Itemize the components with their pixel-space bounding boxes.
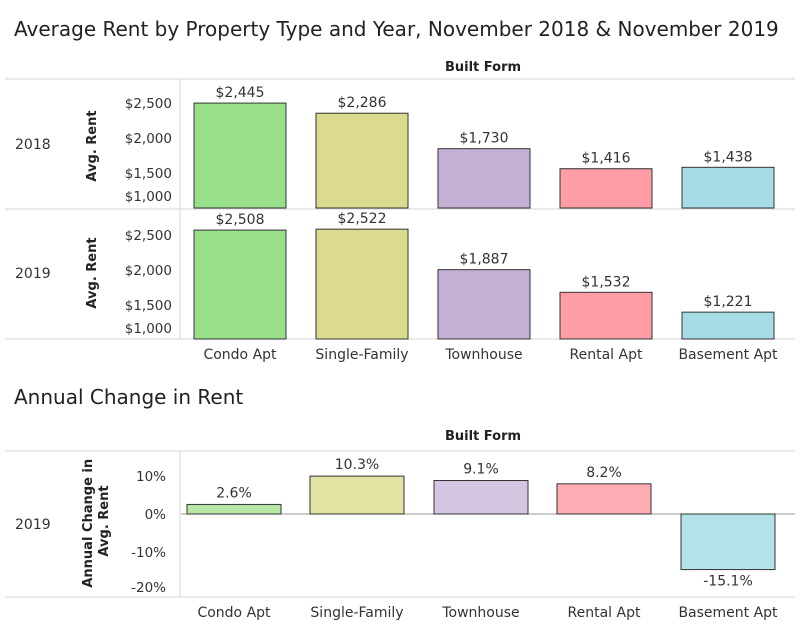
y-axis-title-line-1: Annual Change in: [81, 459, 96, 588]
y-axis-title-line-2: Avg. Rent: [97, 485, 112, 556]
data-label: 9.1%: [463, 462, 499, 478]
data-label: $1,416: [582, 151, 631, 167]
y-tick: -20%: [131, 580, 166, 596]
data-label: -15.1%: [703, 574, 753, 590]
bar-group-change: [186, 475, 776, 571]
data-label: $2,286: [338, 95, 387, 111]
bar-2018-single-family: [315, 112, 409, 209]
bar-2018-condo-apt: [193, 102, 287, 209]
row-label-2019-change: 2019: [15, 517, 51, 533]
data-labels-2019: $2,508 $2,522 $1,887 $1,532 $1,221: [216, 211, 753, 310]
category-label: Single-Family: [315, 347, 408, 363]
bar-change-rental-apt: [556, 483, 652, 515]
y-tick: 10%: [136, 469, 166, 485]
y-axis-title-2019: Avg. Rent: [85, 237, 100, 308]
bar-2019-townhouse: [437, 269, 531, 340]
data-label: 10.3%: [335, 457, 379, 473]
bar-2018-basement-apt: [681, 166, 775, 209]
data-label: $1,730: [460, 131, 509, 147]
bar-group-2018: [193, 102, 775, 209]
column-header-built-form: Built Form: [445, 60, 521, 75]
bar-group-2019: [193, 228, 775, 340]
data-labels-change: 2.6% 10.3% 9.1% 8.2% -15.1%: [216, 457, 753, 589]
row-label-2019: 2019: [15, 266, 51, 282]
category-label: Basement Apt: [678, 347, 778, 363]
chart-title-rent: Average Rent by Property Type and Year, …: [14, 17, 779, 41]
data-label: $2,508: [216, 212, 265, 228]
category-label: Townhouse: [441, 605, 519, 621]
row-label-2018: 2018: [15, 137, 51, 153]
y-tick: $2,000: [125, 263, 172, 279]
y-tick: 0%: [145, 507, 167, 523]
category-label: Basement Apt: [678, 605, 778, 621]
data-label: $1,532: [582, 274, 631, 290]
category-label: Rental Apt: [570, 347, 643, 363]
bar-2019-rental-apt: [559, 291, 653, 340]
y-axis-title-change: Annual Change in Avg. Rent: [81, 454, 112, 587]
y-tick: $2,000: [125, 131, 172, 147]
category-label: Single-Family: [310, 605, 403, 621]
column-header-built-form-2: Built Form: [445, 429, 521, 444]
y-tick: $1,000: [125, 189, 172, 205]
bar-change-single-family: [309, 475, 405, 515]
data-label: 2.6%: [216, 485, 252, 501]
data-label: 8.2%: [586, 465, 622, 481]
category-label: Condo Apt: [203, 347, 277, 363]
bar-change-townhouse: [433, 480, 529, 515]
y-axis-title-2018: Avg. Rent: [85, 110, 100, 181]
y-tick: $1,000: [125, 321, 172, 337]
category-label: Rental Apt: [568, 605, 641, 621]
y-tick: -10%: [131, 545, 166, 561]
category-label: Condo Apt: [197, 605, 271, 621]
bar-change-condo-apt: [186, 503, 282, 515]
y-tick: $1,500: [125, 298, 172, 314]
bar-2019-condo-apt: [193, 229, 287, 340]
data-label: $1,221: [704, 294, 753, 310]
y-tick: $2,500: [125, 228, 172, 244]
category-label: Townhouse: [444, 347, 522, 363]
data-label: $2,522: [338, 211, 387, 227]
chart-title-change: Annual Change in Rent: [14, 385, 244, 409]
bar-change-basement-apt: [680, 513, 776, 571]
data-label: $1,438: [704, 149, 753, 165]
bar-2018-rental-apt: [559, 168, 653, 209]
data-labels-2018: $2,445 $2,286 $1,730 $1,416 $1,438: [216, 85, 753, 167]
bar-2019-basement-apt: [681, 311, 775, 340]
y-tick: $2,500: [125, 96, 172, 112]
data-label: $2,445: [216, 85, 265, 101]
bar-2019-single-family: [315, 228, 409, 340]
y-tick: $1,500: [125, 166, 172, 182]
bar-2018-townhouse: [437, 148, 531, 209]
data-label: $1,887: [460, 252, 509, 268]
